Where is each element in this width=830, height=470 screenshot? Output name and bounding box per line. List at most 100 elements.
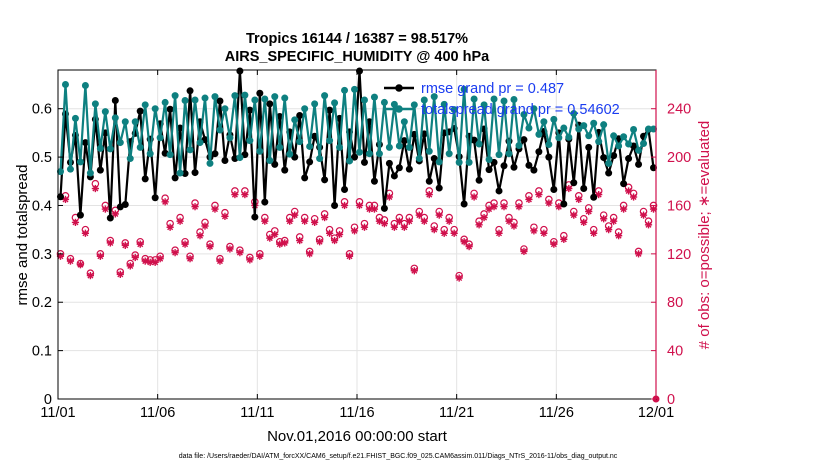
obs-evaluated-marker (106, 239, 114, 247)
totalspread-point (166, 151, 174, 159)
obs-evaluated-marker (276, 240, 284, 248)
totalspread-point (291, 116, 299, 124)
obs-evaluated-marker (71, 218, 80, 227)
x-tick-label: 11/11 (240, 405, 274, 421)
totalspread-point (455, 158, 463, 166)
legend-label-totalspread: totalspread grand pr = 0.54602 (421, 102, 620, 118)
rmse-point (355, 67, 363, 75)
rmse-point (600, 154, 608, 162)
totalspread-point (241, 91, 249, 99)
obs-evaluated-marker (360, 223, 369, 231)
rmse-point (495, 187, 503, 195)
totalspread-point (76, 158, 84, 166)
rmse-point (326, 106, 334, 114)
totalspread-point (336, 143, 344, 151)
obs-evaluated-marker (156, 255, 164, 263)
obs-evaluated-marker (475, 221, 483, 229)
obs-evaluated-marker (385, 193, 393, 201)
totalspread-point (116, 139, 124, 147)
totalspread-point (540, 118, 548, 126)
obs-evaluated-marker (231, 190, 239, 199)
x-tick-label: 11/16 (339, 405, 374, 421)
totalspread-point (415, 155, 423, 163)
legend-marker-rmse (395, 84, 403, 92)
totalspread-point (370, 93, 378, 101)
totalspread-point (296, 138, 304, 146)
y2-tick-label: 160 (667, 198, 691, 214)
totalspread-point (390, 100, 398, 108)
rmse-point (460, 200, 468, 208)
obs-evaluated-marker (550, 240, 558, 248)
rmse-point (500, 162, 508, 170)
totalspread-point (311, 100, 319, 108)
obs-evaluated-marker (311, 218, 319, 227)
totalspread-point (136, 143, 144, 151)
obs-evaluated-marker (121, 241, 129, 249)
obs-evaluated-marker (370, 205, 379, 213)
totalspread-point (246, 137, 254, 145)
obs-evaluated-marker (91, 184, 99, 193)
totalspread-point (56, 168, 64, 176)
obs-evaluated-marker (321, 213, 329, 222)
obs-evaluated-marker (395, 217, 403, 225)
totalspread-point (505, 150, 513, 158)
obs-evaluated-marker (325, 229, 334, 237)
obs-evaluated-marker (216, 257, 224, 265)
obs-evaluated-marker (425, 190, 433, 199)
rmse-point (306, 158, 314, 166)
totalspread-point (271, 93, 279, 101)
obs-evaluated-marker (335, 230, 344, 239)
obs-evaluated-marker (211, 205, 219, 213)
obs-evaluated-marker (131, 253, 139, 262)
obs-evaluated-marker (241, 190, 249, 199)
rmse-point (251, 213, 259, 221)
obs-evaluated-marker (600, 215, 608, 223)
obs-evaluated-marker (161, 198, 169, 206)
obs-evaluated-marker (86, 272, 94, 280)
obs-evaluated-marker (505, 217, 513, 225)
totalspread-point (86, 169, 94, 177)
totalspread-point (186, 146, 194, 154)
obs-evaluated-marker (101, 205, 109, 213)
totalspread-point (231, 92, 239, 100)
rmse-point (266, 100, 274, 108)
totalspread-point (600, 121, 608, 129)
chart-subtitle: AIRS_SPECIFIC_HUMIDITY @ 400 hPa (225, 49, 490, 65)
obs-evaluated-marker (620, 205, 628, 213)
rmse-point (296, 111, 304, 119)
obs-evaluated-marker (565, 184, 573, 193)
obs-evaluated-marker (306, 250, 314, 258)
rmse-point (331, 201, 339, 209)
obs-evaluated-marker (76, 261, 85, 269)
y2-tick-label: 200 (667, 150, 691, 166)
rmse-point (405, 165, 413, 173)
legend-entry-rmse: rmse grand pr = 0.487 (384, 81, 564, 97)
totalspread-point (480, 101, 488, 109)
rmse-point (550, 186, 558, 194)
obs-evaluated-marker (181, 240, 189, 248)
obs-evaluated-marker (585, 207, 593, 216)
obs-evaluated-marker (530, 227, 538, 235)
rmse-point (111, 96, 119, 104)
totalspread-point (605, 159, 613, 167)
axes: 11/01 11/06 11/11 11/16 11/21 11/26 12/0100.10… (32, 70, 691, 421)
rmse-point (380, 204, 388, 212)
totalspread-point (510, 96, 518, 104)
totalspread-point (535, 130, 543, 138)
totalspread-point (590, 119, 598, 127)
totalspread-point (351, 85, 359, 93)
obs-evaluated-marker (649, 205, 658, 213)
obs-evaluated-marker (166, 223, 174, 231)
obs-evaluated-marker (575, 195, 583, 204)
chart-title: Tropics 16144 / 16387 = 98.517% (246, 31, 468, 47)
y-tick-label: 0.5 (32, 150, 52, 166)
totalspread-point (355, 148, 363, 156)
obs-evaluated-marker (355, 201, 364, 210)
rmse-point (81, 139, 89, 147)
totalspread-point (176, 169, 184, 177)
totalspread-point (485, 156, 493, 164)
obs-evaluated-marker (116, 270, 124, 279)
totalspread-point (625, 140, 633, 148)
obs-evaluated-marker (66, 257, 75, 265)
rmse-point (510, 163, 518, 171)
